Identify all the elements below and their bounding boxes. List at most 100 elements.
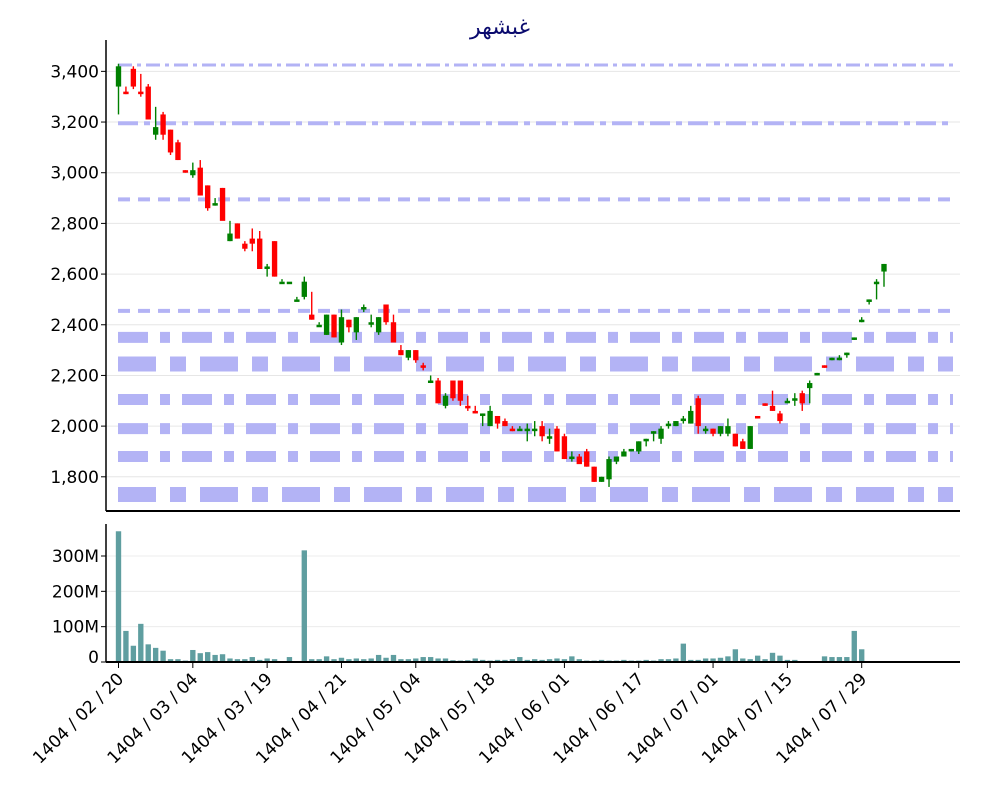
- volume-tick-label: 200M: [52, 582, 99, 602]
- candle-body: [457, 380, 464, 401]
- volume-bar: [844, 657, 850, 662]
- candle-body: [754, 415, 761, 419]
- volume-bar: [598, 659, 605, 662]
- candle-body: [539, 426, 545, 437]
- candle-body: [361, 307, 367, 310]
- candle-body: [167, 129, 174, 153]
- volume-bar: [219, 654, 226, 662]
- price-tick-label: 2,000: [50, 417, 99, 437]
- candle-body: [784, 400, 791, 404]
- volume-bar: [479, 659, 486, 662]
- volume-bar: [398, 659, 404, 662]
- candle-body: [658, 428, 664, 439]
- volume-bar: [338, 657, 345, 662]
- volume-bar: [494, 659, 501, 662]
- volume-bar: [123, 630, 129, 662]
- volume-bar: [859, 649, 865, 662]
- candle-body: [829, 357, 835, 361]
- volume-bar: [190, 649, 196, 662]
- candle-body: [450, 380, 456, 399]
- candle-body: [405, 350, 412, 358]
- candle-body: [665, 423, 672, 427]
- volume-bar: [821, 656, 828, 662]
- candle-body: [205, 185, 211, 209]
- volume-bar: [301, 550, 307, 662]
- candle-body: [732, 433, 739, 447]
- price-tick-label: 2,600: [50, 265, 99, 285]
- volume-bar: [368, 658, 374, 662]
- grid-lines: [106, 70, 960, 628]
- price-tick-label: 3,200: [50, 113, 99, 133]
- volume-bar: [427, 657, 434, 662]
- candle-body: [286, 281, 293, 285]
- candle-body: [413, 350, 419, 361]
- candle-body: [323, 314, 330, 335]
- candle-body: [264, 266, 270, 269]
- candle-body: [621, 451, 627, 457]
- price-tick-label: 3,000: [50, 164, 99, 184]
- volume-bar: [710, 658, 716, 662]
- candle-body: [859, 319, 865, 323]
- candle-body: [807, 383, 813, 389]
- candle-body: [747, 426, 753, 449]
- volume-bar: [316, 659, 322, 662]
- price-tick-label: 2,200: [50, 366, 99, 386]
- candle-body: [695, 398, 701, 427]
- volume-bar: [405, 659, 412, 662]
- volume-bar: [747, 659, 753, 662]
- candle-body: [769, 405, 776, 411]
- candle-body: [502, 421, 508, 427]
- volume-bar: [829, 657, 835, 662]
- candle-body: [145, 86, 151, 120]
- volume-bar: [509, 659, 516, 662]
- volume-bar: [271, 659, 278, 662]
- volume-bar: [167, 659, 174, 662]
- volume-bar: [673, 658, 679, 662]
- candle-body: [524, 428, 530, 432]
- volume-bar: [353, 658, 360, 662]
- volume-bar: [725, 656, 731, 662]
- volume-bar: [769, 652, 776, 662]
- price-tick-label: 1,800: [50, 468, 99, 488]
- candle-body: [227, 233, 233, 242]
- price-tick-label: 2,400: [50, 316, 99, 336]
- candle-body: [613, 456, 620, 462]
- candle-body: [294, 299, 300, 302]
- candle-body: [465, 405, 471, 409]
- candle-body: [190, 170, 196, 176]
- candle-body: [725, 426, 731, 434]
- candle-body: [353, 317, 360, 333]
- volume-bar: [138, 623, 144, 662]
- candle-body: [494, 415, 501, 424]
- candle-body: [762, 403, 768, 406]
- volume-bar: [361, 659, 367, 662]
- candle-body: [130, 68, 137, 87]
- volume-bar: [702, 658, 709, 662]
- support-resistance-levels: [118, 63, 953, 503]
- candle-body: [271, 241, 278, 277]
- candle-body: [598, 476, 605, 482]
- candle-body: [442, 395, 449, 406]
- candle-body: [138, 91, 144, 95]
- volume-bar: [784, 659, 791, 662]
- candle-body: [234, 223, 241, 239]
- volume-bar: [539, 659, 545, 662]
- volume-bar: [234, 659, 241, 662]
- volume-bar: [197, 653, 203, 662]
- candle-body: [509, 428, 516, 432]
- volume-bar: [309, 659, 315, 662]
- candle-body: [338, 317, 345, 343]
- volume-bar: [717, 657, 724, 662]
- candle-body: [688, 410, 694, 424]
- candle-body: [242, 243, 248, 249]
- volume-bar: [249, 657, 255, 662]
- candle-body: [383, 304, 389, 323]
- candle-body: [390, 322, 397, 343]
- candle-body: [569, 456, 575, 460]
- volume-bar: [546, 659, 553, 662]
- volume-bar: [792, 659, 798, 662]
- candle-body: [584, 451, 590, 467]
- volume-series: [115, 531, 865, 662]
- candle-body: [249, 238, 255, 244]
- candle-body: [197, 167, 203, 196]
